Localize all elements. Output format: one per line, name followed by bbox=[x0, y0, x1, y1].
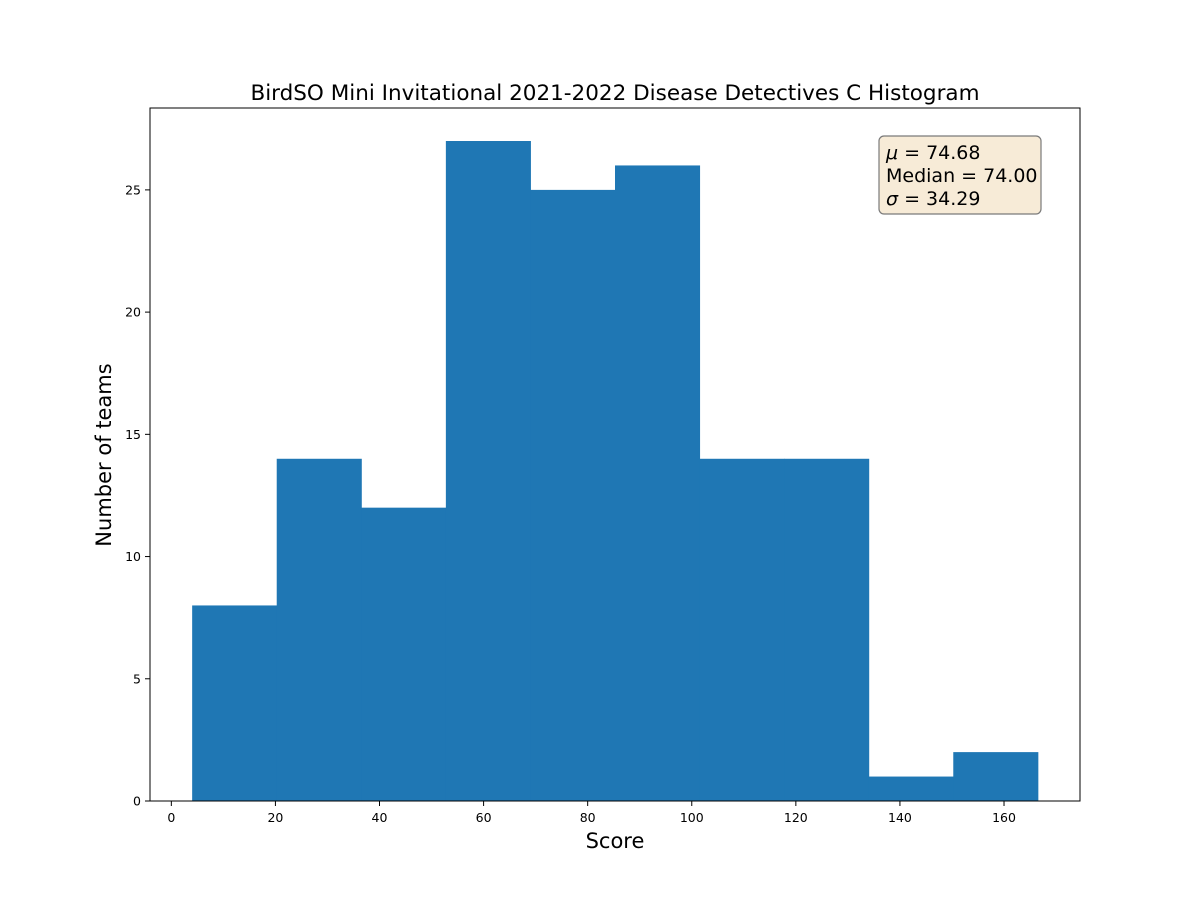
histogram-bar bbox=[615, 165, 701, 801]
y-tick-label: 5 bbox=[133, 671, 141, 686]
x-tick-label: 120 bbox=[784, 810, 808, 825]
histogram-bar bbox=[276, 458, 362, 801]
stats-sigma-line: σ = 34.29 bbox=[886, 188, 980, 210]
chart-title: BirdSO Mini Invitational 2021-2022 Disea… bbox=[250, 81, 979, 106]
stats-median-line: Median = 74.00 bbox=[886, 165, 1038, 187]
histogram-bar bbox=[192, 605, 278, 801]
y-tick-label: 0 bbox=[133, 794, 141, 809]
y-tick-label: 25 bbox=[125, 182, 141, 197]
histogram-bar bbox=[530, 189, 616, 801]
histogram-bar bbox=[361, 507, 447, 801]
x-axis-title: Score bbox=[586, 829, 645, 853]
plot-frame bbox=[149, 107, 1081, 802]
histogram-bar bbox=[699, 458, 785, 801]
x-tick-label: 40 bbox=[372, 810, 388, 825]
y-tick-label: 10 bbox=[125, 549, 141, 564]
histogram-bar bbox=[953, 752, 1039, 801]
x-tick-label: 20 bbox=[267, 810, 283, 825]
x-tick-label: 160 bbox=[992, 810, 1016, 825]
bars-group bbox=[192, 141, 1039, 801]
x-tick-label: 100 bbox=[680, 810, 704, 825]
stats-box-background bbox=[878, 135, 1042, 215]
x-tick-label: 80 bbox=[580, 810, 596, 825]
y-tick-label: 15 bbox=[125, 427, 141, 442]
y-axis-title: Number of teams bbox=[92, 363, 116, 546]
histogram-bar bbox=[445, 141, 531, 801]
y-axis-ticks: 0 5 10 15 20 25 bbox=[125, 182, 150, 809]
x-tick-label: 60 bbox=[476, 810, 492, 825]
stats-mean-line: μ = 74.68 bbox=[885, 142, 981, 164]
x-tick-label: 0 bbox=[167, 810, 175, 825]
y-tick-label: 20 bbox=[125, 305, 141, 320]
histogram-bar bbox=[784, 458, 870, 801]
x-axis-ticks: 0 20 40 60 80 100 120 140 160 bbox=[167, 801, 1016, 825]
x-tick-label: 140 bbox=[888, 810, 912, 825]
histogram-bar bbox=[868, 776, 954, 801]
